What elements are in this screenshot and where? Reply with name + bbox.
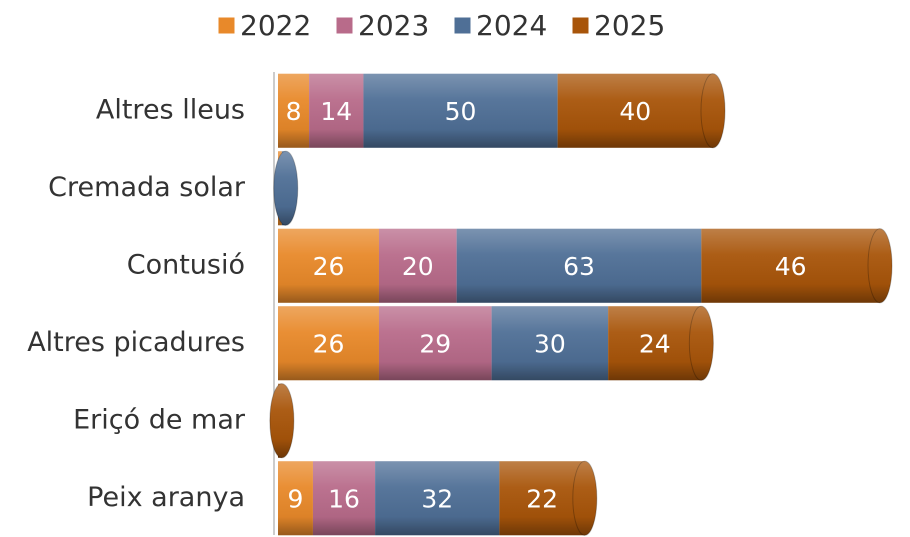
bar-shade: [278, 461, 313, 536]
category-label: Cremada solar: [48, 172, 246, 203]
value-label: 9: [288, 484, 304, 513]
bar-shade: [491, 306, 609, 381]
value-label: 32: [421, 484, 453, 513]
value-label: 20: [402, 252, 434, 281]
value-label: 16: [328, 484, 360, 513]
value-label: 40: [619, 97, 651, 126]
bar-cap-shade: [273, 151, 298, 226]
value-label: 14: [320, 97, 352, 126]
bar-cap-shade: [700, 73, 725, 148]
legend-label: 2024: [476, 9, 547, 42]
value-label: 29: [419, 329, 451, 358]
value-label: 50: [445, 97, 477, 126]
bar-shade: [278, 306, 379, 381]
category-label: Peix aranya: [87, 482, 245, 513]
bar-shade: [312, 461, 376, 536]
bar-cap-shade: [572, 461, 597, 536]
category-label: Altres picadures: [27, 327, 245, 358]
bar-shade: [278, 228, 379, 303]
legend-swatch: [571, 16, 590, 35]
legend-label: 2025: [594, 9, 665, 42]
bar-shade: [375, 461, 500, 536]
bar-cap-shade: [868, 228, 892, 303]
legend-swatch: [335, 16, 354, 35]
bar-cap-shade: [269, 383, 294, 458]
bar-shade: [378, 228, 457, 303]
legend-label: 2022: [240, 9, 311, 42]
bar-shade: [456, 228, 702, 303]
bar-shade: [278, 73, 310, 148]
value-label: 46: [775, 252, 807, 281]
legend-swatch: [217, 16, 236, 35]
bar-shade: [701, 228, 880, 303]
value-label: 24: [639, 329, 671, 358]
bar-cap-shade: [689, 306, 714, 381]
value-label: 30: [534, 329, 566, 358]
value-label: 26: [313, 329, 345, 358]
bar-shade: [309, 73, 364, 148]
value-label: 26: [313, 252, 345, 281]
value-label: 8: [286, 97, 302, 126]
category-label: Eriçó de mar: [73, 404, 246, 435]
legend-swatch: [453, 16, 472, 35]
bar-shade: [608, 306, 702, 381]
bar-shade: [378, 306, 492, 381]
category-label: Contusió: [127, 249, 245, 280]
category-label: Altres lleus: [96, 94, 245, 125]
bar-shade: [363, 73, 558, 148]
value-label: 22: [526, 484, 558, 513]
value-label: 63: [563, 252, 595, 281]
bar-shade: [499, 461, 585, 536]
bar-shade: [557, 73, 713, 148]
legend-label: 2023: [358, 9, 429, 42]
